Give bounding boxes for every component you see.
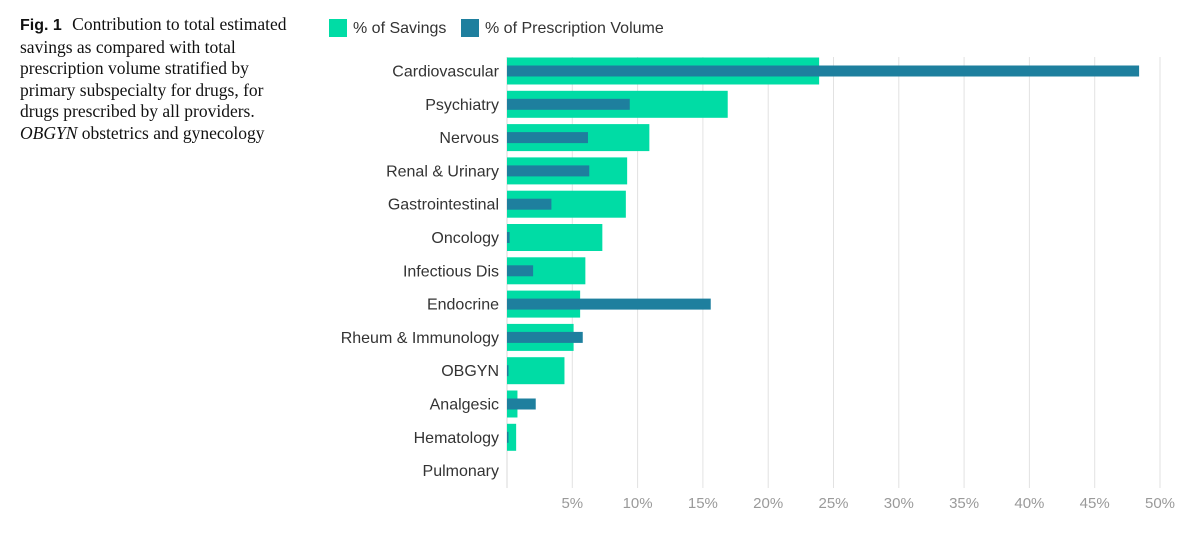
x-tick-label: 30% — [884, 495, 914, 512]
grid-lines — [506, 57, 1161, 488]
x-tick-label: 40% — [1014, 495, 1044, 512]
bars — [507, 57, 1140, 451]
legend-label-volume: % of Prescription Volume — [485, 20, 664, 37]
x-tick-labels: 5% 10% 15% 20% 25% 30% 35% 40% 45% 50% — [561, 495, 1175, 512]
category-label: Gastrointestinal — [388, 197, 499, 214]
category-label: Cardiovascular — [392, 64, 499, 81]
category-label: Rheum & Immunology — [341, 330, 499, 347]
category-labels: Cardiovascular Psychiatry Nervous Renal & U… — [341, 64, 500, 481]
category-label: Oncology — [431, 230, 499, 247]
bar-volume — [507, 365, 509, 377]
legend-label-savings: % of Savings — [353, 20, 446, 37]
bar-volume — [507, 431, 509, 443]
caption-text: Contribution to total estimated savings … — [20, 14, 287, 121]
bar-volume — [507, 165, 590, 177]
caption-abbr: OBGYN — [20, 122, 78, 143]
category-label: Psychiatry — [425, 97, 499, 114]
bar-savings — [507, 357, 565, 385]
bar-volume — [507, 331, 583, 343]
category-label: Analgesic — [430, 397, 499, 414]
category-label: Infectious Dis — [403, 263, 499, 280]
bar-savings — [507, 224, 603, 251]
bar-volume — [507, 398, 536, 410]
x-tick-label: 5% — [561, 495, 583, 512]
category-label: Nervous — [439, 130, 499, 147]
bar-volume — [507, 65, 1140, 77]
x-tick-label: 10% — [623, 495, 653, 512]
figure-label: Fig. 1 — [20, 17, 62, 34]
bar-savings — [507, 423, 517, 451]
category-label: Endocrine — [427, 297, 499, 314]
x-tick-label: 35% — [949, 495, 979, 512]
x-tick-label: 20% — [753, 495, 783, 512]
x-tick-label: 50% — [1145, 495, 1175, 512]
category-label: Hematology — [414, 430, 499, 447]
bar-volume — [507, 265, 534, 277]
bar-volume — [507, 298, 711, 310]
bar-volume — [507, 132, 588, 144]
category-label: Renal & Urinary — [386, 163, 499, 180]
legend: % of Savings % of Prescription Volume — [329, 19, 664, 37]
x-tick-label: 15% — [688, 495, 718, 512]
legend-swatch-volume — [461, 19, 479, 37]
category-label: Pulmonary — [423, 463, 499, 480]
figure-caption: Fig. 1 Contribution to total estimated s… — [20, 14, 288, 144]
legend-swatch-savings — [329, 19, 347, 37]
x-tick-label: 25% — [818, 495, 848, 512]
bar-volume — [507, 98, 630, 110]
caption-abbr-definition: obstetrics and gynecology — [81, 122, 265, 143]
x-tick-label: 45% — [1080, 495, 1110, 512]
bar-volume — [507, 198, 552, 210]
bar-volume — [507, 232, 510, 243]
category-label: OBGYN — [441, 363, 499, 380]
